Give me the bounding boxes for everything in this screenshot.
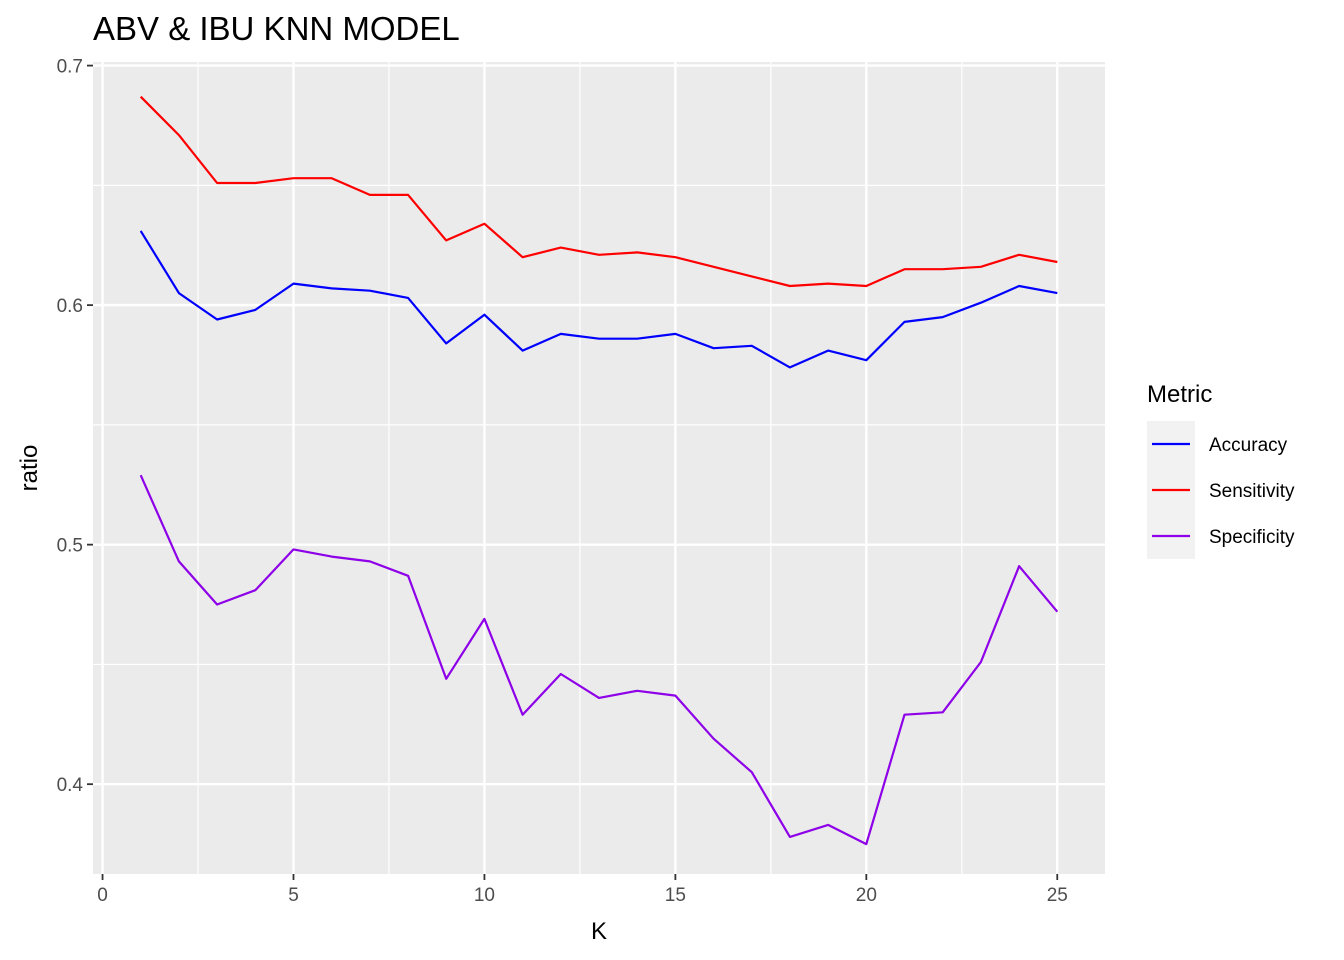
grid-major bbox=[93, 62, 1105, 874]
grid-minor bbox=[93, 62, 1105, 874]
x-tick-label: 15 bbox=[665, 885, 686, 906]
y-tick-label: 0.5 bbox=[57, 536, 83, 557]
x-tick-label: 10 bbox=[474, 885, 495, 906]
legend-title: Metric bbox=[1147, 381, 1212, 408]
y-axis-title: ratio bbox=[16, 445, 43, 492]
series-line-sensitivity bbox=[139, 95, 1058, 288]
legend-items: Accuracy Sensitivity Specificity bbox=[1152, 435, 1295, 548]
y-tick-label: 0.4 bbox=[57, 775, 84, 796]
chart-title: ABV & IBU KNN MODEL bbox=[93, 10, 460, 47]
legend-label-accuracy: Accuracy bbox=[1209, 435, 1288, 456]
series-lines bbox=[139, 95, 1059, 846]
x-tick-label: 20 bbox=[856, 885, 877, 906]
y-tick-label: 0.7 bbox=[57, 57, 83, 78]
x-axis-title: K bbox=[591, 918, 607, 945]
x-tick-label: 0 bbox=[97, 885, 108, 906]
legend-label-sensitivity: Sensitivity bbox=[1209, 481, 1295, 502]
series-line-specificity bbox=[139, 474, 1059, 846]
tick-labels: 0 5 10 15 20 25 0.4 0.5 0.6 0.7 bbox=[57, 57, 1068, 906]
y-tick-label: 0.6 bbox=[57, 296, 83, 317]
x-tick-label: 25 bbox=[1047, 885, 1068, 906]
axis-ticks bbox=[87, 64, 1059, 880]
legend: Metric Accuracy Sensitivity Specificity bbox=[1147, 381, 1295, 559]
series-line-accuracy bbox=[139, 230, 1058, 369]
legend-label-specificity: Specificity bbox=[1209, 527, 1295, 548]
x-tick-label: 5 bbox=[288, 885, 299, 906]
plot-panel bbox=[93, 62, 1105, 874]
